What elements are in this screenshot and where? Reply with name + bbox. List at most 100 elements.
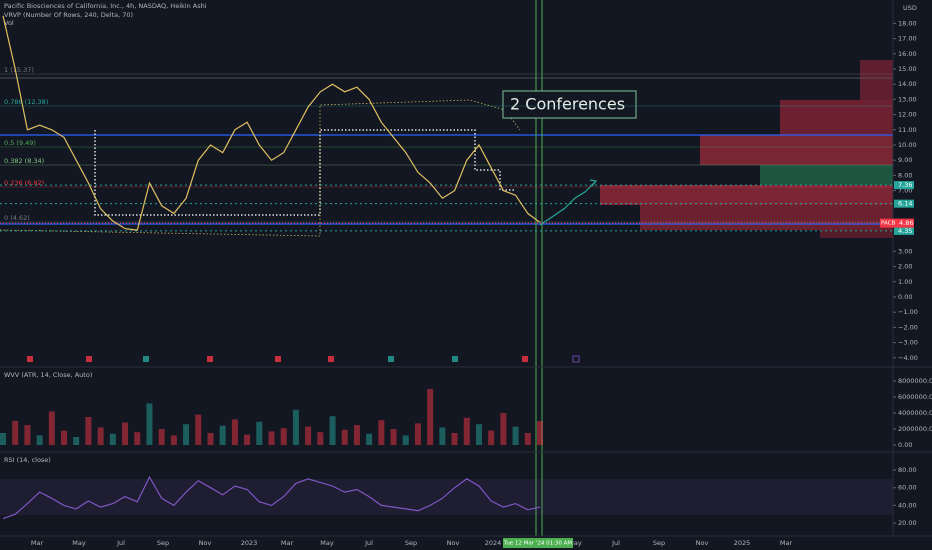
wvv-tick-label: 0.00 bbox=[898, 441, 912, 449]
wvv-bar bbox=[463, 417, 470, 445]
price-tick-label: −1.00 bbox=[898, 308, 918, 316]
last-price-badge bbox=[880, 218, 914, 228]
wvv-bar bbox=[231, 419, 238, 445]
time-label: Sep bbox=[157, 539, 169, 547]
wvv-bar bbox=[341, 429, 348, 445]
title: Pacific Biosciences of California, Inc.,… bbox=[4, 2, 207, 10]
currency: USD bbox=[903, 4, 917, 12]
wvv-bar bbox=[524, 433, 531, 445]
rsi-line bbox=[2, 475, 541, 520]
price-tick-label: −4.00 bbox=[898, 354, 918, 362]
time-label: Jul bbox=[364, 539, 373, 547]
time-label: 2025 bbox=[734, 539, 751, 547]
wvv-bar bbox=[195, 414, 202, 445]
wvv-bar bbox=[378, 420, 385, 445]
wvv-bar bbox=[353, 425, 360, 445]
pane-label: RSI (14, close) bbox=[4, 456, 51, 464]
wvv-bar bbox=[170, 435, 177, 445]
wvv-bar bbox=[402, 435, 409, 445]
fib-label: 0.236 (6.92) bbox=[4, 179, 44, 187]
price-tick-label: 16.00 bbox=[898, 50, 917, 58]
price-tick-label: 0.00 bbox=[898, 293, 912, 301]
time-label: 2023 bbox=[241, 539, 258, 547]
time-label: Sep bbox=[653, 539, 665, 547]
time-label: May bbox=[568, 539, 582, 547]
vrvp-range bbox=[94, 129, 515, 216]
fib-label: 0.5 (9.49) bbox=[4, 139, 36, 147]
wvv-bar bbox=[475, 424, 482, 445]
level-label: 6.14 bbox=[898, 200, 912, 208]
price-tick-label: 2.00 bbox=[898, 263, 912, 271]
price-tick-label: 17.00 bbox=[898, 35, 917, 43]
level-label: 4.35 bbox=[898, 227, 912, 235]
wvv-bar bbox=[268, 431, 275, 445]
wvv-tick-label: 8000000.00 bbox=[898, 377, 932, 385]
wvv-bar bbox=[244, 434, 251, 445]
price-tick-label: 12.00 bbox=[898, 111, 917, 119]
price-tick-label: 7.00 bbox=[898, 187, 912, 195]
price-tick-label: 13.00 bbox=[898, 95, 917, 103]
wvv-bar bbox=[366, 433, 373, 445]
price-tick-label: 3.00 bbox=[898, 247, 912, 255]
wvv-bar bbox=[61, 430, 68, 445]
wvv-bar bbox=[85, 417, 92, 445]
price-tick-label: −2.00 bbox=[898, 323, 918, 331]
rsi-tick-label: 40.00 bbox=[898, 501, 917, 509]
price-line bbox=[2, 15, 541, 231]
time-label: Mar bbox=[31, 539, 44, 547]
price-tick-label: 11.00 bbox=[898, 126, 917, 134]
fib-label: 0 (4.62) bbox=[4, 214, 30, 222]
wvv-bar bbox=[12, 421, 19, 445]
wvv-bar bbox=[207, 433, 214, 445]
projection-head bbox=[589, 179, 598, 187]
time-label: May bbox=[320, 539, 334, 547]
wvv-bar bbox=[292, 409, 299, 445]
level-badge bbox=[894, 226, 914, 235]
wvv-bar bbox=[427, 389, 434, 445]
wvv-bar bbox=[500, 413, 507, 445]
time-label: Nov bbox=[199, 539, 212, 547]
wvv-bar bbox=[219, 425, 226, 445]
time-label: Nov bbox=[696, 539, 709, 547]
rsi-tick-label: 60.00 bbox=[898, 484, 917, 492]
indicator-label: Vol bbox=[4, 19, 14, 27]
fib-label: 1 (15.37) bbox=[4, 66, 34, 74]
wvv-bar bbox=[73, 437, 80, 445]
level-badge bbox=[894, 181, 914, 190]
wvv-tick-label: 6000000.00 bbox=[898, 393, 932, 401]
wvv-bar bbox=[390, 429, 397, 445]
fib-label: 0.382 (8.34) bbox=[4, 157, 44, 165]
wvv-bar bbox=[109, 433, 116, 445]
fib-label: 0.786 (12.38) bbox=[4, 98, 48, 106]
wvv-bar bbox=[512, 426, 519, 445]
time-label: Nov bbox=[447, 539, 460, 547]
time-label: Mar bbox=[780, 539, 793, 547]
wvv-bar bbox=[329, 416, 336, 445]
price-tick-label: 1.00 bbox=[898, 278, 912, 286]
wvv-bar bbox=[414, 423, 421, 445]
wvv-bar bbox=[122, 422, 129, 445]
price-tick-label: 18.00 bbox=[898, 19, 917, 27]
cursor-label: Tue 12 Mar '24 01:30 AM bbox=[503, 541, 573, 547]
symbol-label: PACB bbox=[881, 221, 895, 227]
price-tick-label: 9.00 bbox=[898, 156, 912, 164]
wvv-bar bbox=[24, 425, 31, 445]
wvv-tick-label: 4000000.00 bbox=[898, 409, 932, 417]
earnings-markers bbox=[27, 355, 580, 363]
rsi-tick-label: 80.00 bbox=[898, 466, 917, 474]
wvv-bar bbox=[183, 424, 190, 445]
price-tick-label: −3.00 bbox=[898, 339, 918, 347]
wvv-bar bbox=[280, 428, 287, 445]
wvv-bar bbox=[317, 432, 324, 445]
price-tick-label: 10.00 bbox=[898, 141, 917, 149]
wvv-tick-label: 2000000.00 bbox=[898, 425, 932, 433]
wvv-bar bbox=[488, 430, 495, 445]
time-label: May bbox=[72, 539, 86, 547]
time-label: Mar bbox=[281, 539, 294, 547]
price-tick-label: 14.00 bbox=[898, 80, 917, 88]
wvv-bar bbox=[305, 426, 312, 445]
wvv-bar bbox=[439, 427, 446, 445]
wvv-bar bbox=[146, 403, 153, 445]
